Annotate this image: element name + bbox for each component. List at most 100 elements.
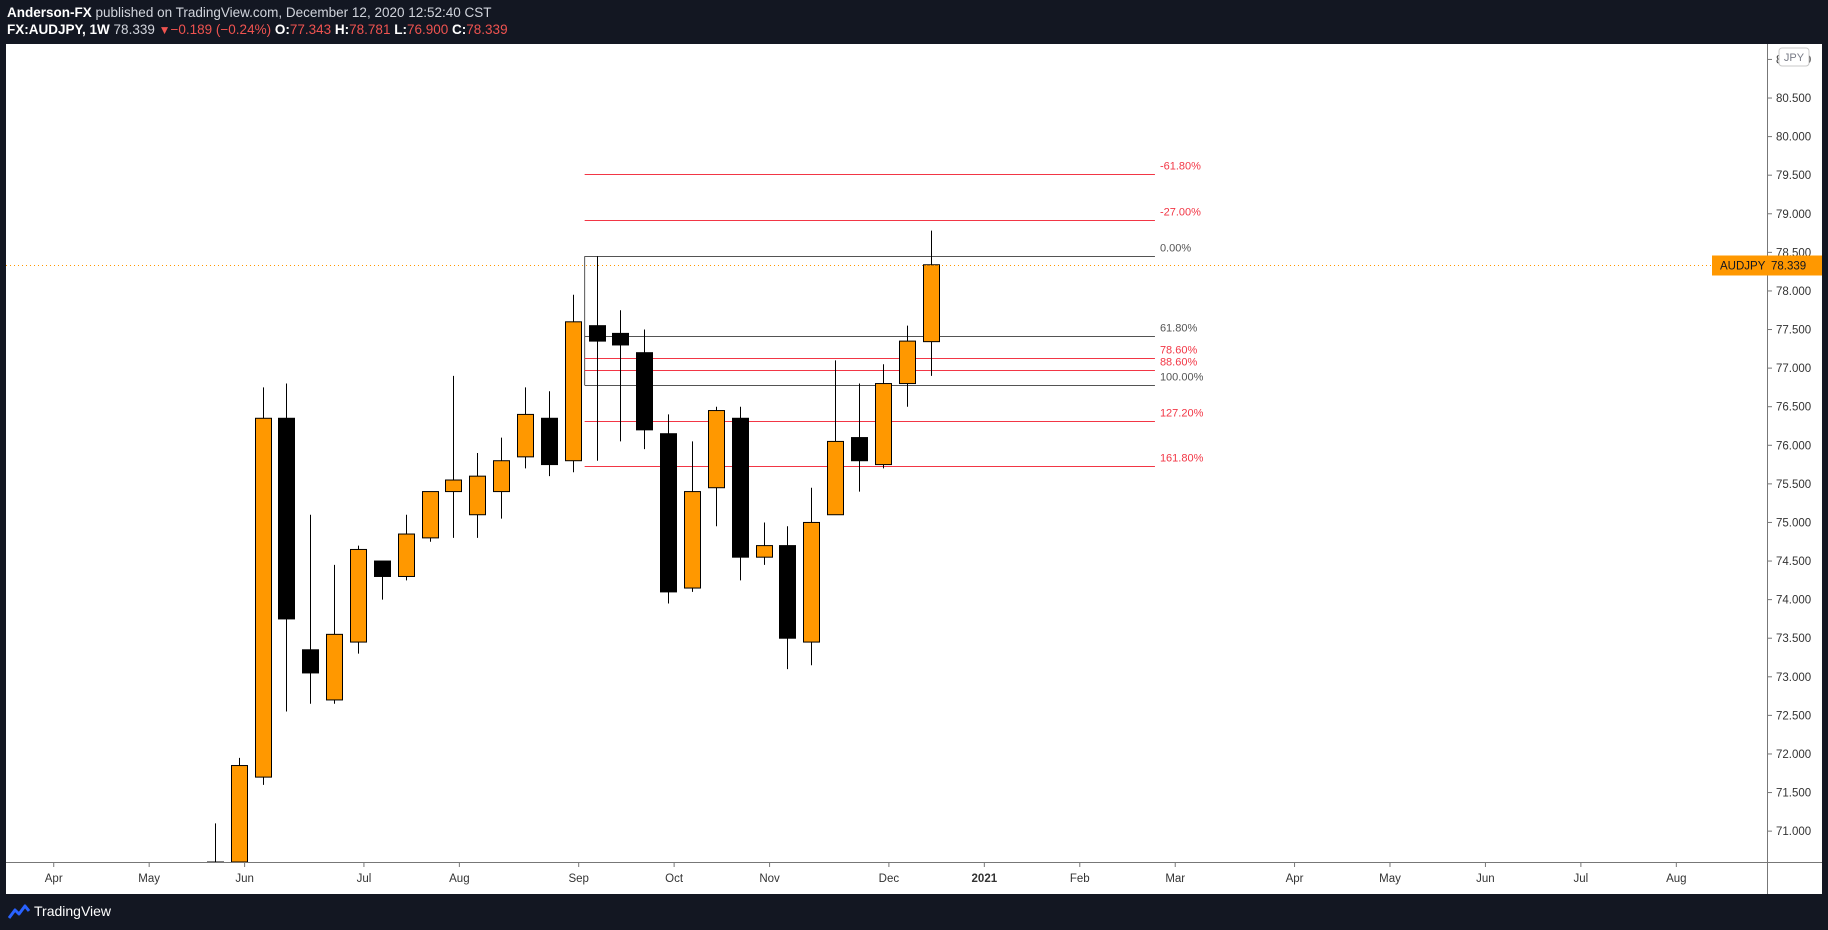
y-tick-label: 72.500 — [1776, 710, 1811, 722]
y-tick-label: 76.000 — [1776, 440, 1811, 452]
price-badge-symbol: AUDJPY — [1720, 261, 1766, 273]
candle-body — [565, 321, 582, 462]
y-tick-label: 80.500 — [1776, 93, 1811, 105]
candles — [207, 230, 940, 862]
candle-body — [779, 545, 796, 639]
candle-body — [708, 410, 725, 489]
footer-bar: TradingView — [0, 894, 1828, 930]
low-label: L: — [394, 22, 407, 37]
candle-body — [589, 325, 606, 342]
y-tick-label: 77.000 — [1776, 363, 1811, 375]
y-tick-label: 77.500 — [1776, 325, 1811, 337]
candle-body — [350, 548, 367, 643]
x-tick-label: Jun — [1476, 873, 1495, 885]
fibonacci-extension[interactable]: -61.80% -27.00% 0.00% 61.80% 78.60%88.60% 100… — [584, 161, 1204, 467]
last-price: 78.339 — [113, 22, 155, 37]
symbol-timeframe: FX:AUDJPY, 1W — [7, 22, 110, 37]
x-tick-label: Oct — [665, 873, 684, 885]
author-name[interactable]: Anderson-FX — [7, 5, 92, 20]
fib-level-label: 78.60% — [1160, 345, 1198, 357]
price-badge: AUDJPY 78.339 — [1712, 255, 1822, 276]
y-tick-label: 79.500 — [1776, 170, 1811, 182]
y-tick-label: 76.500 — [1776, 402, 1811, 414]
candle-body — [398, 533, 415, 577]
high-value: 78.781 — [349, 22, 391, 37]
y-tick-label: 71.500 — [1776, 788, 1811, 800]
candle-body — [851, 437, 868, 462]
candle-body — [827, 440, 844, 516]
x-tick-label: Jul — [357, 873, 372, 885]
y-axis: 71.000 71.500 72.000 72.500 73.000 73.500 74.0… — [1768, 54, 1811, 838]
y-tick-label: 75.000 — [1776, 517, 1811, 529]
candle-body — [660, 433, 677, 593]
candle-body — [899, 340, 916, 385]
fib-level-label: 61.80% — [1160, 323, 1198, 335]
candle-body — [541, 417, 558, 466]
x-tick-label: Aug — [449, 873, 469, 885]
tradingview-logo-icon[interactable] — [8, 904, 30, 920]
y-tick-label: 74.500 — [1776, 556, 1811, 568]
high-label: H: — [334, 22, 350, 37]
candle-body — [445, 479, 462, 493]
x-tick-label: Jul — [1574, 873, 1589, 885]
y-tick-label: 73.000 — [1776, 672, 1811, 684]
x-tick-label: Apr — [1286, 873, 1304, 885]
currency-label: JPY — [1784, 52, 1805, 64]
currency-badge[interactable]: JPY — [1778, 47, 1810, 67]
fib-level-label: -27.00% — [1160, 207, 1201, 219]
candle-body — [684, 491, 701, 589]
close-label: C: — [452, 22, 467, 37]
fib-level-label: 161.80% — [1160, 453, 1204, 465]
x-tick-label: Feb — [1070, 873, 1090, 885]
fib-level-label: 127.20% — [1160, 408, 1204, 420]
candle-body — [302, 649, 319, 674]
candle-body — [374, 560, 391, 577]
tradingview-brand[interactable]: TradingView — [34, 903, 112, 919]
x-tick-label: 2021 — [972, 873, 998, 885]
x-tick-label: May — [1379, 873, 1401, 885]
down-triangle-icon: ▼ — [158, 23, 171, 37]
x-tick-label: May — [138, 873, 160, 885]
fib-level-label: -61.80% — [1160, 161, 1201, 173]
candle-body — [469, 475, 486, 516]
fib-level-label: 100.00% — [1160, 372, 1204, 384]
candle-body — [612, 332, 629, 346]
y-tick-label: 75.500 — [1776, 479, 1811, 491]
candle-body — [326, 633, 343, 701]
y-tick-label: 73.500 — [1776, 633, 1811, 645]
publish-line: Anderson-FX published on TradingView.com… — [7, 5, 492, 20]
x-tick-label: Mar — [1165, 873, 1185, 885]
x-tick-label: Nov — [759, 873, 780, 885]
x-tick-label: Dec — [879, 873, 900, 885]
close-value: 78.339 — [466, 22, 508, 37]
open-label: O: — [274, 22, 290, 37]
candle-body — [803, 521, 820, 643]
y-tick-label: 71.000 — [1776, 826, 1811, 838]
candle-body — [636, 352, 653, 431]
price-scale[interactable] — [1768, 44, 1822, 863]
candle-body — [278, 417, 295, 620]
chart-header: Anderson-FX published on TradingView.com… — [0, 0, 1828, 44]
candle-body — [923, 264, 940, 343]
time-scale[interactable] — [6, 863, 1822, 894]
y-tick-label: 80.000 — [1776, 132, 1811, 144]
fib-level-label: 88.60% — [1160, 357, 1198, 369]
price-change: −0.189 (−0.24%) — [170, 22, 272, 37]
y-tick-label: 74.000 — [1776, 595, 1811, 607]
ohlc-line: FX:AUDJPY, 1W 78.339 ▼−0.189 (−0.24%) O:… — [7, 22, 508, 37]
low-value: 76.900 — [406, 22, 449, 37]
x-tick-label: Sep — [568, 873, 588, 885]
y-tick-label: 72.000 — [1776, 749, 1811, 761]
x-tick-label: Apr — [45, 873, 63, 885]
published-text: published on TradingView.com, December 1… — [95, 5, 492, 20]
candle-body — [875, 383, 892, 466]
candle-body — [255, 417, 272, 778]
candle-body — [756, 545, 773, 558]
candle-body — [231, 765, 248, 862]
candle-body — [422, 491, 439, 539]
candlestick-chart[interactable]: -61.80% -27.00% 0.00% 61.80% 78.60%88.60% 100… — [0, 44, 1828, 894]
x-tick-label: Aug — [1666, 873, 1686, 885]
y-tick-label: 79.000 — [1776, 209, 1811, 221]
candle-body — [517, 413, 534, 458]
x-tick-label: Jun — [235, 873, 254, 885]
